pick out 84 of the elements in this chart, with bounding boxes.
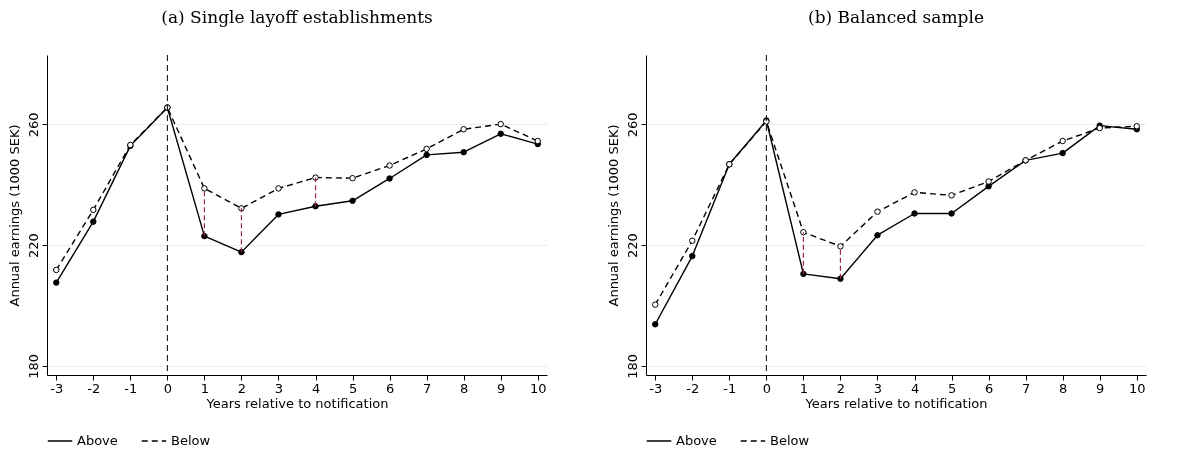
y-tick-label: 260 xyxy=(624,112,640,138)
y-axis-title: Annual earnings (1000 SEK) xyxy=(6,124,22,307)
point xyxy=(90,206,97,214)
point xyxy=(837,275,844,282)
y-tick-label: 180 xyxy=(624,354,640,379)
point xyxy=(689,237,696,244)
point xyxy=(800,228,807,236)
x-tick-label: 4 xyxy=(910,380,920,396)
point xyxy=(238,248,245,256)
x-axis-title: Years relative to notification xyxy=(804,395,988,411)
y-tick-label: 220 xyxy=(624,233,640,259)
point xyxy=(201,185,208,192)
x-tick-label: 1 xyxy=(799,380,809,396)
point xyxy=(874,231,881,239)
point xyxy=(1059,149,1066,157)
x-tick-label: 9 xyxy=(1096,380,1105,396)
point xyxy=(349,174,356,182)
legend-label: Below xyxy=(171,433,211,448)
legend-label: Below xyxy=(770,433,810,448)
x-tick-label: 4 xyxy=(311,380,321,396)
x-tick-label: 6 xyxy=(385,380,395,396)
x-tick-label: 9 xyxy=(497,380,506,396)
y-tick-label: 220 xyxy=(25,233,41,259)
x-tick-label: 5 xyxy=(348,380,358,396)
x-tick-label: 7 xyxy=(1021,380,1031,396)
chart-title: (b) Balanced sample xyxy=(808,6,984,27)
x-tick-label: 10 xyxy=(529,380,547,396)
y-axis-title: Annual earnings (1000 SEK) xyxy=(605,124,621,307)
x-tick-label: 8 xyxy=(460,380,469,396)
x-tick-label: -3 xyxy=(649,380,663,396)
point xyxy=(985,178,992,185)
x-tick-label: 2 xyxy=(836,380,846,396)
x-tick-label: 8 xyxy=(1059,380,1068,396)
point xyxy=(238,205,245,212)
x-tick-label: 7 xyxy=(422,380,432,396)
chart-title: (a) Single layoff establishments xyxy=(161,6,433,27)
point xyxy=(1059,137,1066,145)
x-tick-label: 10 xyxy=(1128,380,1146,396)
point xyxy=(800,270,807,278)
point xyxy=(275,211,282,218)
x-tick-label: -1 xyxy=(124,380,138,396)
x-tick-label: -2 xyxy=(686,380,700,396)
point xyxy=(275,185,282,192)
point xyxy=(201,232,208,240)
point xyxy=(497,120,504,128)
point xyxy=(911,210,918,217)
point xyxy=(90,218,97,225)
point xyxy=(423,145,430,153)
point xyxy=(386,162,393,169)
point xyxy=(423,151,430,159)
point xyxy=(948,192,955,199)
point xyxy=(689,252,696,260)
point xyxy=(948,210,955,217)
x-tick-label: 1 xyxy=(200,380,210,396)
y-tick-label: 180 xyxy=(25,354,41,379)
point xyxy=(460,126,467,133)
point xyxy=(53,266,60,274)
point xyxy=(386,175,393,182)
point xyxy=(53,279,60,286)
x-axis-title: Years relative to notification xyxy=(205,395,389,411)
x-tick-label: 0 xyxy=(163,380,173,396)
point xyxy=(312,203,319,210)
point xyxy=(652,301,659,308)
point xyxy=(911,189,918,196)
point xyxy=(985,183,992,190)
point xyxy=(460,148,467,156)
x-tick-label: 5 xyxy=(947,380,957,396)
y-tick-label: 260 xyxy=(25,112,41,138)
point xyxy=(349,197,356,205)
x-tick-label: 6 xyxy=(984,380,994,396)
point xyxy=(497,130,504,138)
point xyxy=(312,174,319,181)
point xyxy=(837,243,844,250)
x-tick-label: 3 xyxy=(274,380,284,396)
x-tick-label: -1 xyxy=(723,380,737,396)
x-tick-label: -3 xyxy=(50,380,64,396)
legend-label: Above xyxy=(676,433,717,448)
point xyxy=(874,208,881,215)
x-tick-label: 3 xyxy=(873,380,883,396)
legend-label: Above xyxy=(77,433,118,448)
point xyxy=(652,321,659,328)
x-tick-label: 0 xyxy=(762,380,772,396)
x-tick-label: -2 xyxy=(87,380,101,396)
x-tick-label: 2 xyxy=(237,380,247,396)
